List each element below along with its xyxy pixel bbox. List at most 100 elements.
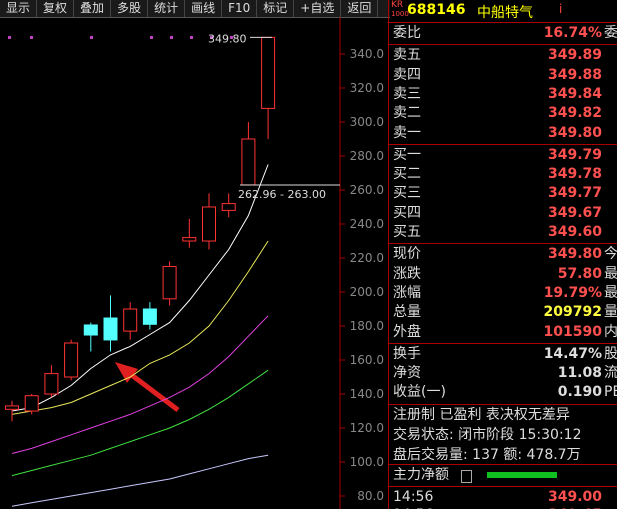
ma-line: [11, 369, 269, 477]
flow-icon: [461, 469, 472, 483]
row-value: 349.88: [547, 66, 602, 83]
y-tick-label: 100.0: [350, 455, 384, 469]
candle-body: [5, 405, 19, 410]
row-label: 换手: [393, 345, 421, 362]
annotation: 349.80: [208, 32, 247, 45]
row-suffix: 内: [604, 323, 617, 340]
toolbar-button[interactable]: 返回: [341, 0, 379, 17]
y-tick-label: 120.0: [350, 421, 384, 435]
badge: KR: [391, 0, 404, 10]
y-tick-label: 300.0: [350, 115, 384, 129]
toolbar-button[interactable]: 显示: [0, 0, 38, 17]
marker-dot: [8, 36, 11, 39]
separator: [389, 243, 617, 245]
y-tick-label: 200.0: [350, 285, 384, 299]
quote-row: 外盘 101590 内: [389, 323, 617, 342]
y-tick-label: 180.0: [350, 319, 384, 333]
row-value: 349.80: [547, 124, 602, 141]
row-label: 涨跌: [393, 265, 421, 282]
candle-body: [261, 36, 276, 109]
flow-bar: [487, 471, 557, 478]
y-tick-label: 280.0: [350, 149, 384, 163]
tick-time: 14:56: [393, 506, 433, 509]
separator: [389, 22, 617, 23]
row-value: 101590: [543, 323, 602, 340]
row-value: 57.80: [557, 265, 602, 282]
ma-line: [11, 240, 269, 415]
candle-body: [83, 324, 98, 336]
toolbar-button[interactable]: +自选: [294, 0, 342, 17]
info-icon: i: [559, 2, 563, 16]
marker-dot: [190, 36, 193, 39]
row-value: 349.77: [547, 185, 602, 202]
row-label: 卖五: [393, 47, 421, 64]
row-value: 349.67: [547, 204, 602, 221]
candle-body: [241, 138, 256, 186]
row-value: 0.190: [557, 384, 602, 401]
toolbar-button[interactable]: 标记: [257, 0, 295, 17]
row-label: 委比: [393, 25, 421, 41]
separator: [389, 485, 617, 487]
separator: [389, 403, 617, 405]
toolbar-button[interactable]: F10: [222, 0, 258, 17]
row-label: 净资: [393, 365, 421, 382]
row-suffix: 委: [604, 25, 617, 41]
row-label: 买一: [393, 146, 421, 163]
row-suffix: 流: [604, 365, 617, 382]
marker-dot: [90, 36, 93, 39]
badge-sub: 1000: [391, 10, 409, 18]
separator: [389, 342, 617, 344]
toolbar-button[interactable]: 画线: [185, 0, 223, 17]
toolbar: 显示 复权 叠加 多股 统计 画线 F10 标记 +自选 返回: [0, 0, 390, 18]
ma-line: [11, 315, 269, 454]
candle-body: [182, 237, 197, 242]
marker-dot: [150, 36, 153, 39]
quote-row: 涨跌 57.80 最: [389, 265, 617, 284]
arrow: [115, 362, 180, 412]
tick-price: 349.45: [548, 506, 602, 509]
toolbar-button[interactable]: 多股: [111, 0, 149, 17]
annotation: 262.96 - 263.00: [238, 188, 326, 201]
row-label: 买五: [393, 224, 421, 240]
quote-row: 卖三 349.84: [389, 85, 617, 104]
row-suffix: 股: [604, 345, 617, 362]
status-text: 盘后交易量: 137 额: 478.7万: [393, 446, 581, 463]
quote-row: 委比 16.74% 委: [389, 24, 617, 43]
y-tick-label: 260.0: [350, 183, 384, 197]
row-label: 现价: [393, 246, 421, 263]
candle-body: [123, 308, 138, 332]
candle-body: [44, 373, 59, 395]
header: KR 1000 688146 中船特气 i: [389, 0, 617, 22]
ma-line: [11, 454, 269, 507]
candle-body: [103, 317, 118, 341]
tick-row: 14:56 349.45: [389, 506, 617, 509]
row-label: 卖三: [393, 85, 421, 102]
row-value: 349.82: [547, 105, 602, 122]
row-label: 收益(一): [393, 384, 446, 401]
separator: [389, 143, 617, 145]
marker-dot: [30, 36, 33, 39]
quote-row: 买四 349.67: [389, 204, 617, 223]
kline-chart: 80.0 100.0 120.0 140.0 160.0 180.0 200.0 220.0 2…: [5, 17, 384, 509]
row-label: 主力净额: [393, 466, 449, 483]
row-suffix: 今: [604, 246, 617, 263]
quote-row: 买三 349.77: [389, 184, 617, 203]
toolbar-button[interactable]: 叠加: [74, 0, 112, 17]
y-tick-label: 160.0: [350, 353, 384, 367]
row-label: 买二: [393, 166, 421, 183]
row-value: 349.89: [547, 47, 602, 64]
quote-row: 买二 349.78: [389, 165, 617, 184]
row-value: 11.08: [557, 365, 602, 382]
candle-body: [24, 395, 39, 412]
y-tick-label: 140.0: [350, 387, 384, 401]
row-value: 349.60: [547, 224, 602, 240]
row-value: 349.84: [547, 85, 602, 102]
row-label: 外盘: [393, 323, 421, 340]
row-suffix: 量: [604, 304, 617, 321]
quote-row: 卖五 349.89: [389, 46, 617, 65]
toolbar-button[interactable]: 统计: [148, 0, 186, 17]
toolbar-button[interactable]: 复权: [37, 0, 75, 17]
tick-price: 349.00: [547, 488, 602, 505]
marker-dot: [210, 36, 213, 39]
row-value: 209792: [543, 304, 602, 321]
